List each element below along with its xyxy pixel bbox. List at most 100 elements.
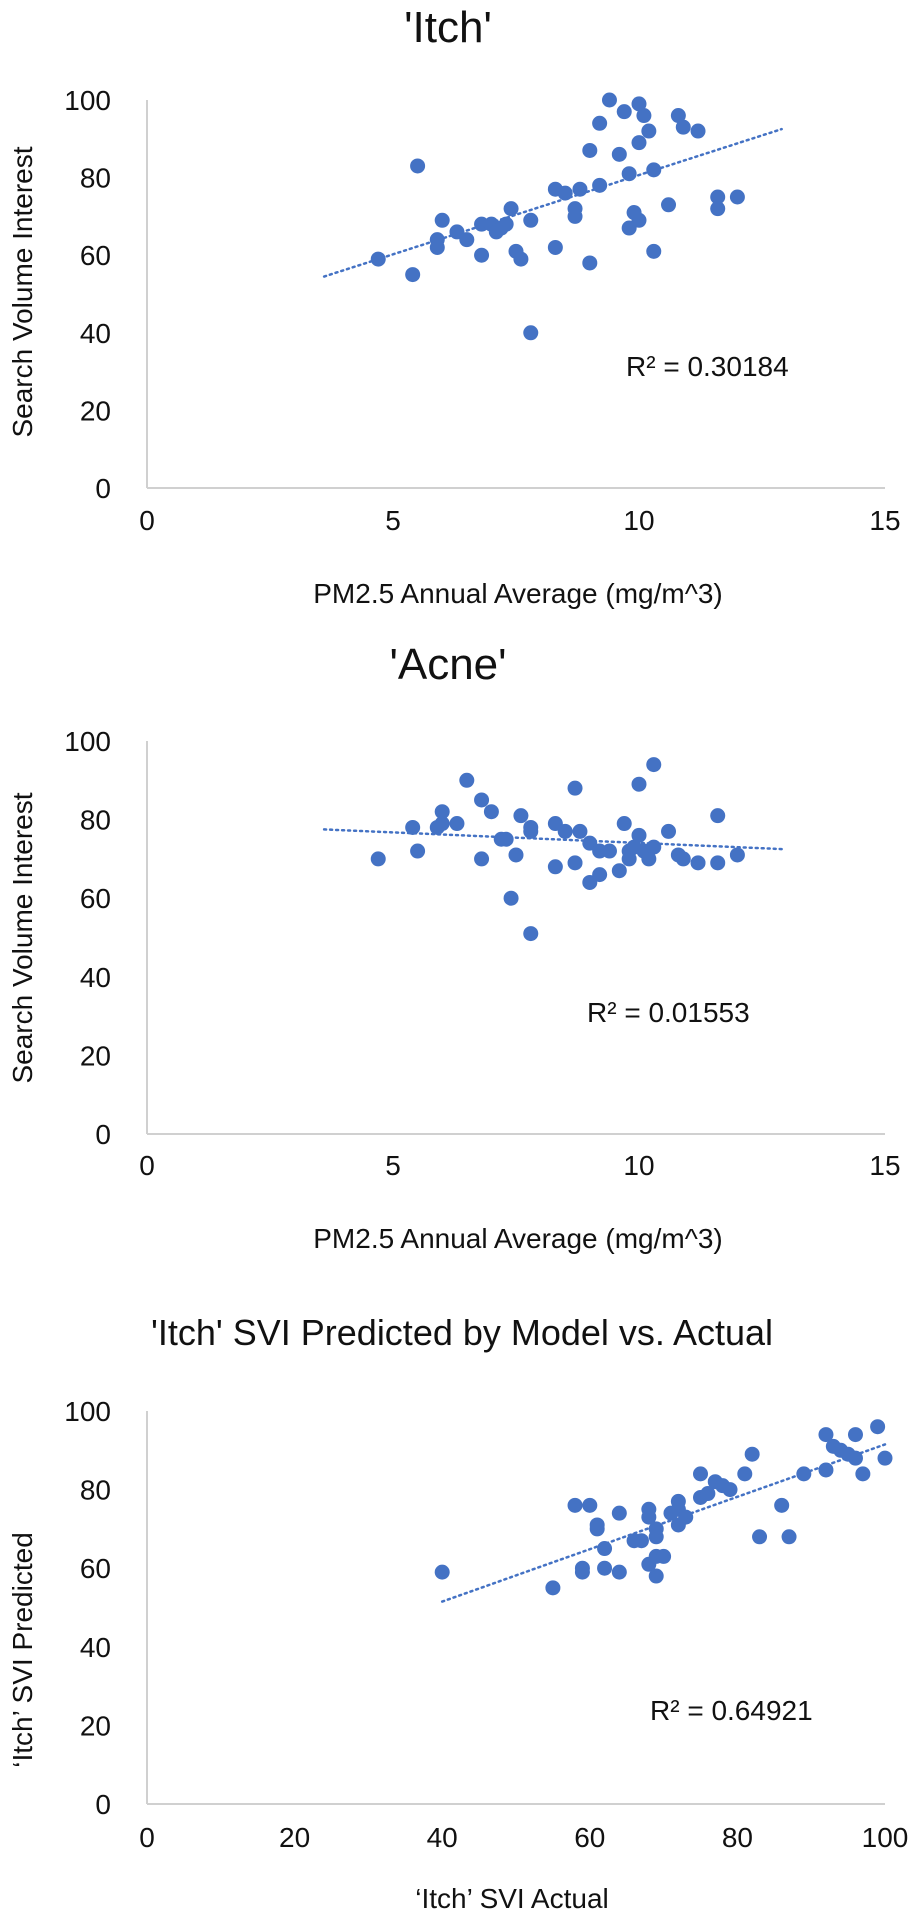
data-point <box>646 757 662 773</box>
data-point <box>597 1560 613 1576</box>
data-point <box>611 146 627 162</box>
data-point <box>611 1505 627 1521</box>
data-point <box>631 212 647 228</box>
data-point <box>429 239 445 255</box>
y-tick-label: 80 <box>80 805 111 836</box>
data-point <box>636 108 652 124</box>
data-point <box>405 819 421 835</box>
data-point <box>582 142 598 158</box>
data-point <box>601 92 617 108</box>
data-point <box>641 1509 657 1525</box>
data-point <box>557 823 573 839</box>
data-point <box>434 804 450 820</box>
x-tick-label: 15 <box>869 505 900 536</box>
x-tick-label: 5 <box>385 1150 401 1181</box>
data-point <box>434 1564 450 1580</box>
data-point <box>597 1541 613 1557</box>
data-point <box>582 255 598 271</box>
y-tick-label: 60 <box>80 1553 111 1584</box>
y-tick-label: 60 <box>80 883 111 914</box>
y-axis-label: ‘Itch’ SVI Predicted <box>7 1532 38 1768</box>
x-axis-label: PM2.5 Annual Average (mg/m^3) <box>313 1223 723 1254</box>
data-point <box>370 851 386 867</box>
data-point <box>498 216 514 232</box>
data-point <box>877 1450 893 1466</box>
y-tick-label: 20 <box>80 1040 111 1071</box>
data-point <box>508 847 524 863</box>
y-tick-label: 0 <box>95 1119 111 1150</box>
data-point <box>690 855 706 871</box>
data-point <box>693 1466 708 1482</box>
data-point <box>474 851 490 867</box>
data-point <box>410 158 426 174</box>
data-point <box>818 1427 834 1443</box>
data-point <box>675 851 691 867</box>
data-point <box>589 1517 605 1533</box>
chart-title: 'Itch' SVI Predicted by Model vs. Actual <box>151 1312 773 1353</box>
data-point <box>818 1462 834 1478</box>
x-tick-label: 15 <box>869 1150 900 1181</box>
data-point <box>847 1450 863 1466</box>
x-tick-label: 0 <box>139 1822 155 1853</box>
data-point <box>459 772 475 788</box>
data-point <box>621 851 637 867</box>
data-point <box>611 1564 627 1580</box>
x-tick-label: 80 <box>722 1822 753 1853</box>
x-tick-label: 40 <box>427 1822 458 1853</box>
x-tick-label: 10 <box>623 505 654 536</box>
y-tick-label: 0 <box>95 473 111 504</box>
data-point <box>483 804 499 820</box>
x-axis-label: ‘Itch’ SVI Actual <box>415 1883 609 1914</box>
data-point <box>503 201 519 217</box>
data-point <box>678 1509 694 1525</box>
data-point <box>523 325 539 341</box>
data-point <box>523 823 539 839</box>
data-point <box>567 855 583 871</box>
data-point <box>616 816 632 832</box>
data-point <box>661 197 677 213</box>
data-point <box>567 208 583 224</box>
data-point <box>661 823 677 839</box>
data-point <box>710 189 726 205</box>
data-point <box>648 1529 664 1545</box>
data-point <box>434 212 450 228</box>
data-point <box>737 1466 753 1482</box>
trendline <box>322 828 783 851</box>
data-point <box>434 816 450 832</box>
data-point <box>370 251 386 267</box>
r-squared-label: R² = 0.64921 <box>650 1695 813 1726</box>
data-point <box>405 267 421 283</box>
data-point <box>601 843 617 859</box>
r-squared-label: R² = 0.30184 <box>626 351 789 382</box>
y-axis-label: Search Volume Interest <box>7 146 38 437</box>
data-point <box>631 135 647 151</box>
data-point <box>574 1560 590 1576</box>
data-point <box>592 177 608 193</box>
x-tick-label: 100 <box>862 1822 909 1853</box>
data-point <box>621 166 637 182</box>
data-point <box>503 890 519 906</box>
data-point <box>670 108 686 124</box>
data-point <box>646 839 662 855</box>
y-tick-label: 40 <box>80 318 111 349</box>
data-point <box>670 1493 686 1509</box>
data-point <box>700 1486 716 1502</box>
data-point <box>459 232 475 248</box>
y-tick-label: 20 <box>80 1710 111 1741</box>
data-point <box>722 1482 738 1498</box>
data-point <box>710 201 726 217</box>
x-axis-label: PM2.5 Annual Average (mg/m^3) <box>313 578 723 609</box>
data-point <box>729 847 745 863</box>
data-point <box>656 1548 672 1564</box>
x-tick-label: 10 <box>623 1150 654 1181</box>
data-point <box>474 792 490 808</box>
data-point <box>567 1497 583 1513</box>
y-tick-label: 20 <box>80 395 111 426</box>
data-point <box>646 243 662 259</box>
y-axis-label: Search Volume Interest <box>7 792 38 1083</box>
data-point <box>633 1533 649 1549</box>
data-point <box>557 185 573 201</box>
data-point <box>592 867 608 883</box>
data-point <box>572 181 588 197</box>
data-point <box>545 1580 561 1596</box>
